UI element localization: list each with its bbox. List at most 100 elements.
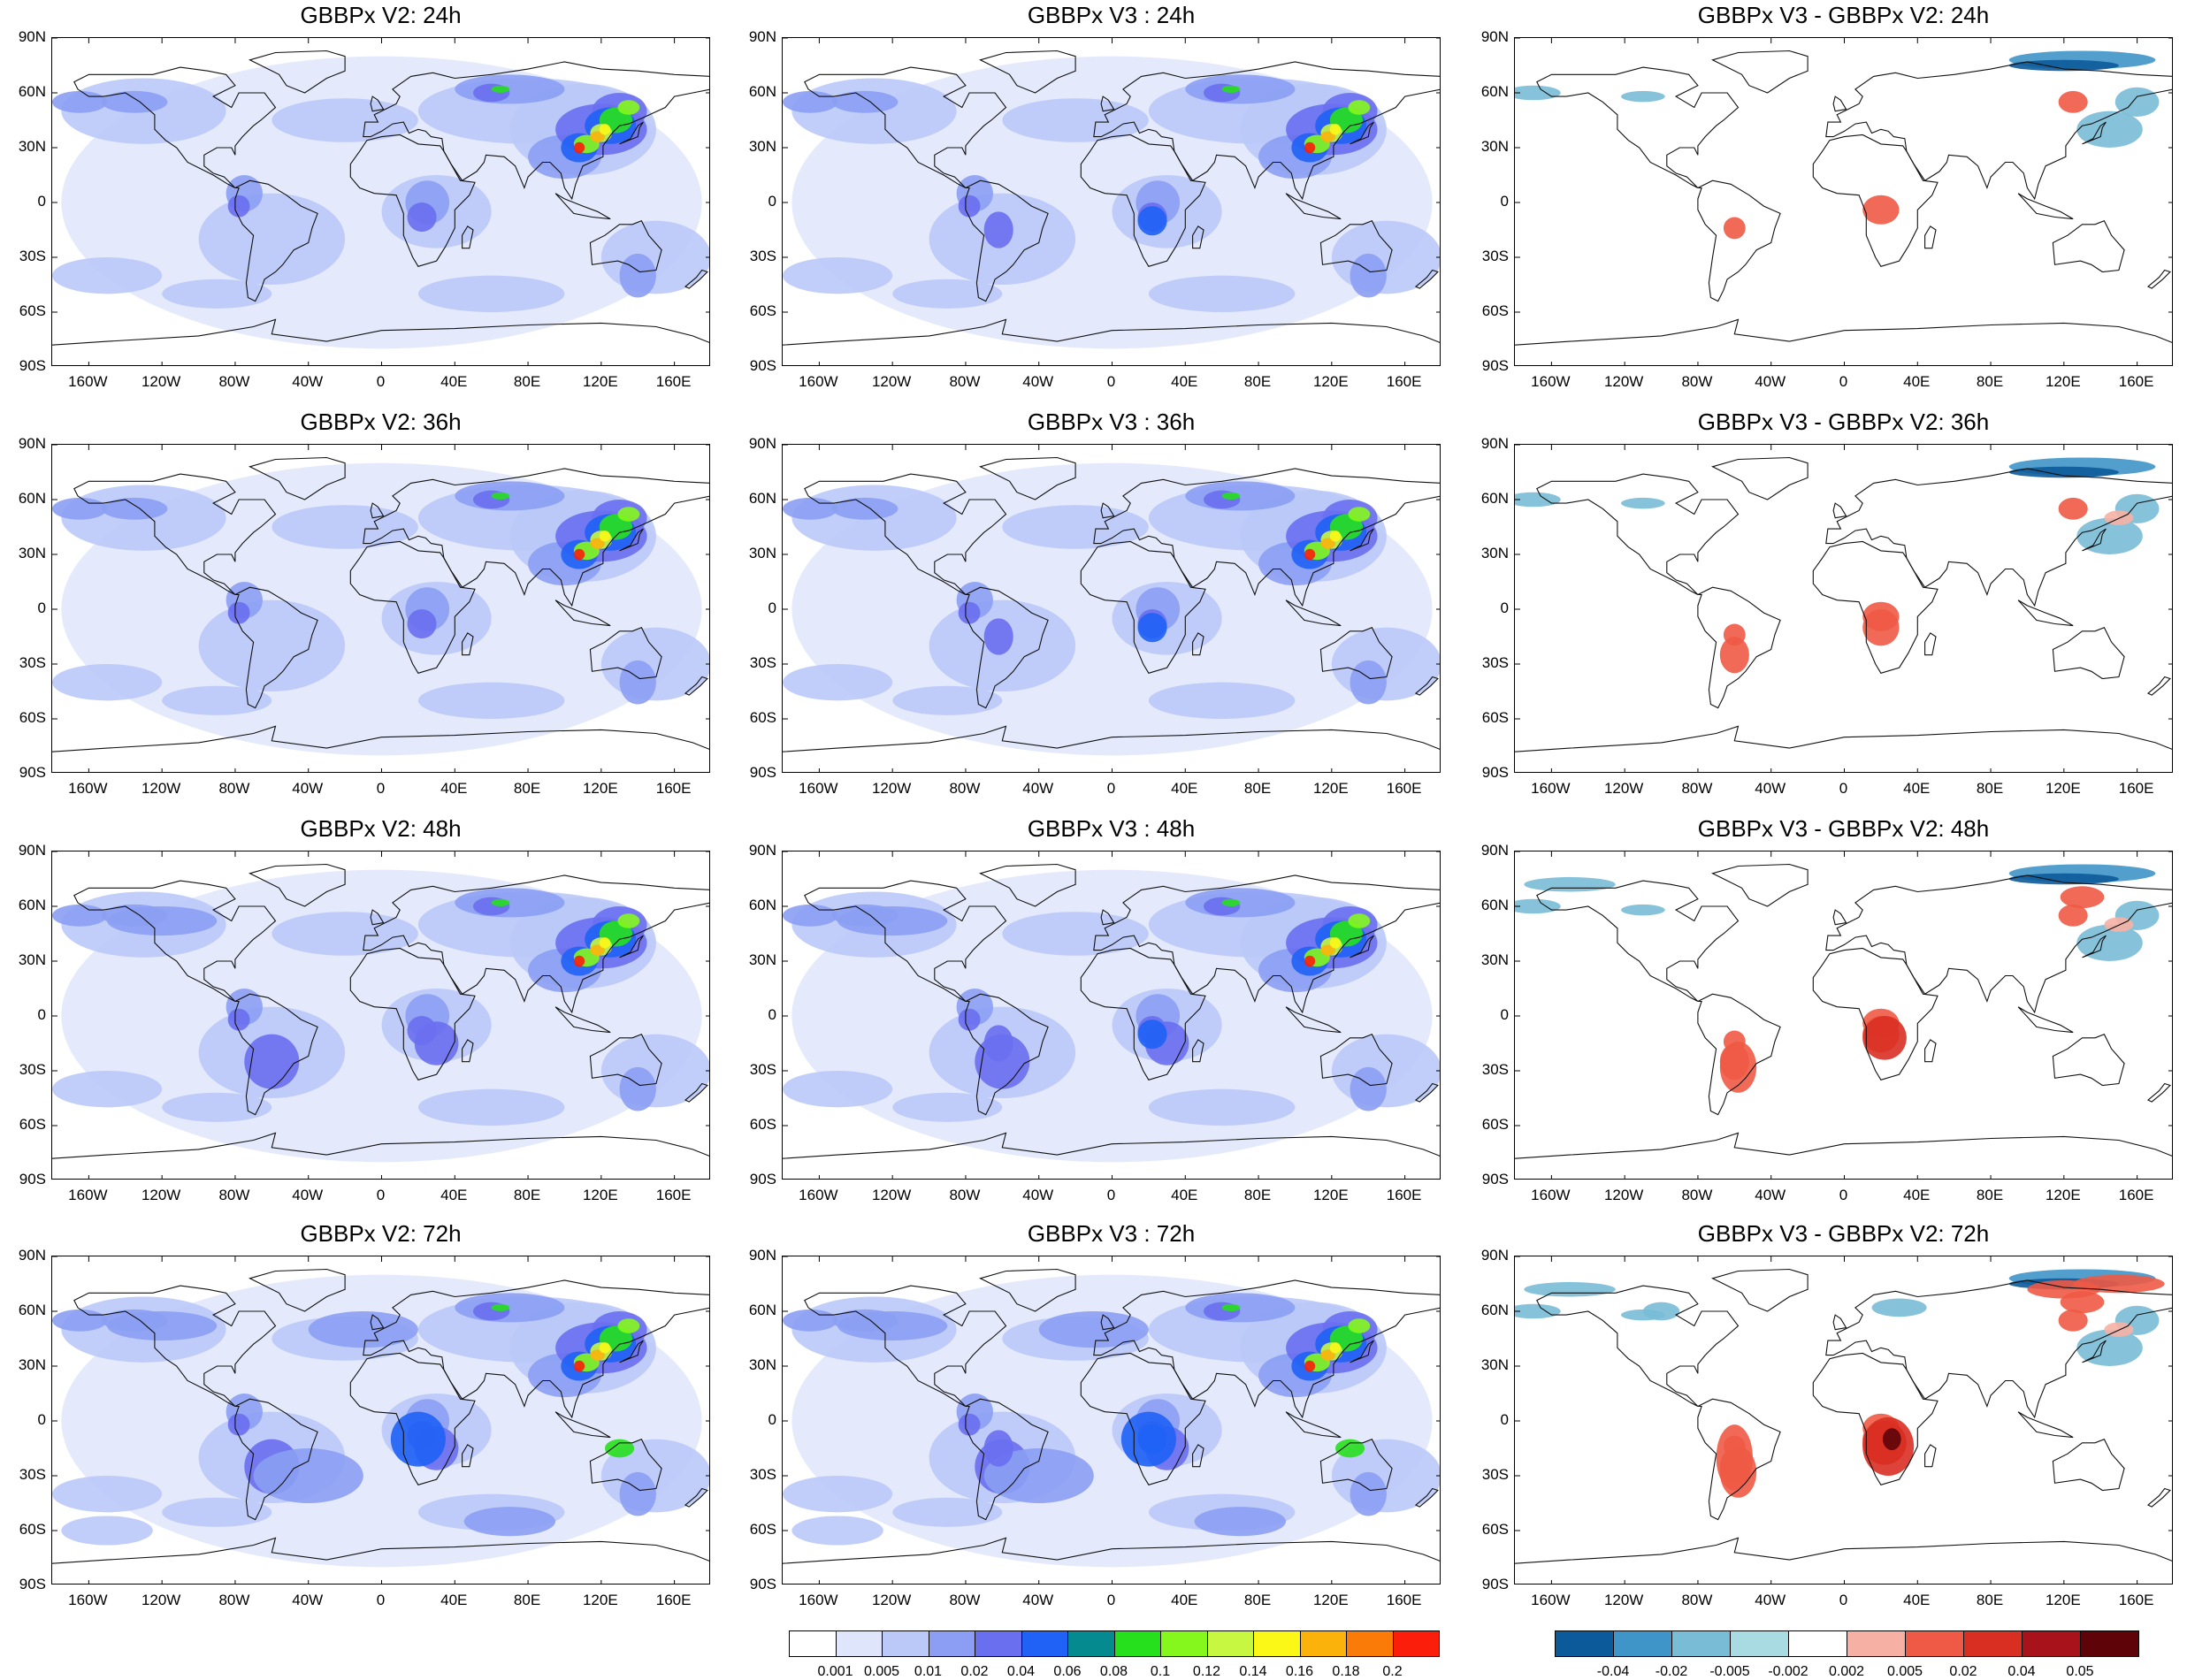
lat-tick-label: 30S — [749, 1061, 776, 1078]
lon-tick-label: 160W — [799, 1187, 838, 1203]
coastline — [1832, 1314, 1847, 1331]
lon-tick-label: 80E — [1243, 780, 1272, 797]
map-frame — [782, 1256, 1441, 1585]
coastline — [1319, 627, 1393, 680]
coastline — [2017, 599, 2074, 627]
lon-tick-label: 40E — [1903, 1187, 1931, 1203]
field-cell — [253, 1448, 363, 1503]
field-cell — [101, 90, 168, 113]
coastline — [2146, 676, 2171, 696]
coastline — [1093, 874, 1440, 1014]
coastline — [1924, 632, 1937, 656]
field-cell — [2008, 59, 2119, 72]
lon-tick-label: 160E — [655, 780, 692, 797]
coastline — [1285, 193, 1342, 220]
lat-tick-label: 30N — [748, 1356, 776, 1373]
field-cell — [52, 257, 163, 294]
map-svg — [783, 851, 1440, 1179]
lon-tick-label: 0 — [1839, 1187, 1848, 1203]
colorbar-label: 0.005 — [1886, 1664, 1923, 1679]
field-cell — [599, 1342, 611, 1354]
lat-tick-label: 0 — [1500, 599, 1509, 616]
lon-tick-label: 40W — [1755, 373, 1786, 390]
coastline — [1285, 599, 1342, 627]
coastline — [2017, 1411, 2074, 1439]
lat-tick-label: 0 — [1500, 1411, 1509, 1428]
field-cell — [1137, 1424, 1167, 1455]
field-cell — [958, 1008, 981, 1031]
coastline — [370, 95, 385, 112]
lat-tick-label: 30S — [19, 1466, 46, 1483]
field-cell — [1719, 637, 1749, 674]
field-cell — [2008, 466, 2119, 478]
colorbar-label: 0.1 — [1150, 1664, 1171, 1679]
coastline — [73, 1285, 277, 1407]
field-cell — [491, 1303, 510, 1311]
coastline — [2052, 1439, 2125, 1492]
lat-tick-label: 90S — [749, 1171, 776, 1187]
field-cell — [1723, 217, 1746, 240]
field-cell — [162, 279, 272, 309]
coastline — [2146, 269, 2171, 289]
lon-tick-label: 160W — [68, 373, 108, 390]
lon-tick-label: 80W — [218, 1592, 250, 1608]
coastline — [234, 993, 318, 1116]
lon-tick-label: 0 — [1839, 780, 1848, 797]
coastline — [1536, 473, 1740, 595]
lat-tick-label: 90S — [1481, 1171, 1509, 1187]
lon-tick-label: 80W — [218, 780, 250, 797]
colorbar-label: 0.02 — [960, 1664, 989, 1679]
lat-tick-label: 30N — [1480, 545, 1509, 561]
coastline — [978, 50, 1076, 94]
lon-tick-label: 160E — [2118, 780, 2154, 797]
colorbar-swatch — [1730, 1630, 1789, 1657]
lon-tick-label: 80E — [1976, 373, 2004, 390]
colorbar-label: 0.08 — [1099, 1664, 1128, 1679]
lat-tick-label: 60N — [748, 490, 776, 507]
field-cell — [1515, 492, 1561, 508]
lon-tick-label: 120W — [141, 1187, 181, 1203]
coastline — [1192, 632, 1204, 656]
field-cell — [417, 275, 565, 313]
lon-tick-label: 160W — [799, 780, 838, 797]
field-cell — [983, 618, 1013, 655]
field-cell — [958, 1413, 981, 1436]
colorbar-swatch — [1963, 1630, 2023, 1657]
coastline — [1710, 1268, 1808, 1312]
field-cell — [892, 685, 1003, 715]
lon-tick-label: 80E — [1243, 1592, 1272, 1608]
lon-tick-label: 80W — [1681, 1592, 1713, 1608]
field-cell — [107, 906, 218, 936]
colorbar-swatch — [1555, 1630, 1614, 1657]
coastline — [554, 193, 611, 220]
panel-title: GBBPx V3 : 48h — [1027, 815, 1196, 842]
coastline — [1414, 676, 1439, 696]
coastline — [1832, 95, 1847, 112]
field-cell — [1871, 1298, 1927, 1317]
colorbar-swatch — [1346, 1630, 1394, 1657]
lon-tick-label: 80E — [513, 373, 541, 390]
field-cell — [600, 1034, 709, 1108]
coastline — [1285, 1006, 1342, 1034]
field-cell — [599, 937, 611, 949]
lat-tick-label: 60S — [19, 302, 46, 319]
colorbar-swatch — [1206, 1630, 1254, 1657]
lat-tick-label: 90S — [1481, 1576, 1509, 1592]
lon-tick-label: 80W — [218, 1187, 250, 1203]
coastline — [1832, 502, 1847, 519]
coastline — [684, 676, 708, 696]
field-cell — [619, 1066, 656, 1111]
coastline — [248, 1268, 346, 1312]
lon-tick-label: 40W — [1022, 373, 1054, 390]
field-cell — [1137, 206, 1167, 236]
lat-tick-label: 60N — [748, 83, 776, 100]
lon-tick-label: 40E — [1171, 780, 1198, 797]
lon-tick-label: 120W — [871, 780, 912, 797]
coastline — [2017, 1006, 2074, 1034]
coastline — [589, 627, 662, 680]
lon-tick-label: 0 — [1106, 780, 1116, 797]
coastline — [1414, 269, 1439, 289]
coastline — [783, 1132, 1440, 1159]
lat-tick-label: 90N — [1480, 28, 1509, 45]
lat-tick-label: 90S — [19, 1576, 46, 1592]
